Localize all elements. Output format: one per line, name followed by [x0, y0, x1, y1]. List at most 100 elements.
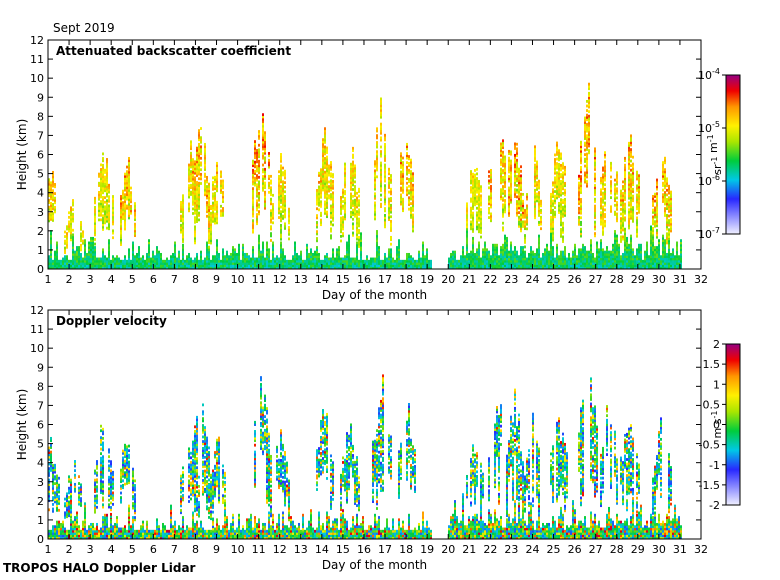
x-tick-label: 29	[631, 543, 645, 556]
x-tick-label: 28	[610, 273, 624, 286]
y-axis-label: Height (km)	[15, 389, 29, 460]
x-tick-label: 10	[231, 543, 245, 556]
x-tick-label: 17	[378, 543, 392, 556]
x-tick-label: 14	[315, 273, 329, 286]
x-tick-label: 4	[108, 273, 115, 286]
x-tick-label: 18	[399, 543, 413, 556]
panel-doppler-velocity: 1 2 3 4 5 6 7 8 9 10 11 12 13 14 15 16 17 18 19 20 21 22 23 24 2…	[15, 304, 741, 572]
colorbar-tick-label: 1	[713, 378, 720, 391]
x-tick-label: 19	[420, 273, 434, 286]
x-axis-label: Day of the month	[322, 288, 427, 302]
x-tick-label: 19	[420, 543, 434, 556]
x-tick-label: 26	[568, 543, 582, 556]
x-tick-label: 8	[192, 543, 199, 556]
colorbar-tick-label: 10-4	[698, 67, 720, 82]
y-tick-label: 7	[37, 129, 44, 142]
y-tick-label: 8	[37, 110, 44, 123]
x-tick-label: 9	[213, 273, 220, 286]
x-tick-label: 18	[399, 273, 413, 286]
plot-area	[48, 310, 701, 539]
colorbar-unit-label: sr-1 m-1	[706, 134, 724, 174]
x-tick-label: 28	[610, 543, 624, 556]
y-tick-label: 3	[37, 206, 44, 219]
x-tick-label: 13	[294, 543, 308, 556]
y-tick-label: 5	[37, 168, 44, 181]
x-tick-label: 4	[108, 543, 115, 556]
y-tick-label: 12	[30, 304, 44, 317]
x-tick-label: 2	[66, 273, 73, 286]
x-tick-label: 22	[483, 543, 497, 556]
x-tick-label: 32	[694, 543, 708, 556]
x-tick-label: 10	[231, 273, 245, 286]
y-tick-label: 1	[37, 514, 44, 527]
y-tick-label: 10	[30, 72, 44, 85]
y-tick-label: 9	[37, 91, 44, 104]
colorbar: 2 1.5 1 0.5 0 -0.5 -1 -1.5 -2 m s-1	[699, 338, 741, 512]
x-tick-label: 7	[171, 543, 178, 556]
x-axis: 1 2 3 4 5 6 7 8 9 10 11 12 13 14 15 16 17 18 19 20 21 22 23 24 2…	[45, 310, 708, 572]
x-tick-label: 23	[504, 273, 518, 286]
x-tick-label: 27	[589, 273, 603, 286]
x-tick-label: 31	[673, 273, 687, 286]
x-tick-label: 22	[483, 273, 497, 286]
colorbar-tick-label: -2	[709, 499, 720, 512]
colorbar-tick-label: 1.5	[703, 358, 721, 371]
colorbar-tick-label: -1.5	[699, 479, 720, 492]
colorbar-tick-label: -1	[709, 459, 720, 472]
colorbar-tick-label: 10-5	[698, 120, 720, 135]
x-tick-label: 25	[547, 543, 561, 556]
x-tick-label: 32	[694, 273, 708, 286]
y-tick-label: 5	[37, 438, 44, 451]
data-field	[48, 82, 682, 270]
colorbar-tick-label: 10-6	[698, 173, 720, 188]
x-tick-label: 23	[504, 543, 518, 556]
x-tick-label: 30	[652, 543, 666, 556]
panel-title: Doppler velocity	[56, 314, 167, 328]
x-tick-label: 25	[547, 273, 561, 286]
y-tick-label: 3	[37, 476, 44, 489]
y-tick-label: 7	[37, 399, 44, 412]
colorbar-scale	[725, 343, 741, 506]
x-tick-label: 21	[462, 273, 476, 286]
x-tick-label: 30	[652, 273, 666, 286]
x-tick-label: 2	[66, 543, 73, 556]
colorbar-tick-label: 0	[713, 419, 720, 432]
y-tick-label: 6	[37, 149, 44, 162]
x-axis: 1 2 3 4 5 6 7 8 9 10 11 12 13 14 15 16 17 18 19 20 21 22 23 24 2…	[45, 40, 708, 302]
x-tick-label: 7	[171, 273, 178, 286]
x-tick-label: 31	[673, 543, 687, 556]
x-tick-label: 26	[568, 273, 582, 286]
x-tick-label: 11	[252, 543, 266, 556]
x-tick-label: 20	[441, 273, 455, 286]
x-tick-label: 5	[129, 543, 136, 556]
x-tick-label: 20	[441, 543, 455, 556]
x-tick-label: 12	[273, 273, 287, 286]
x-tick-label: 15	[336, 273, 350, 286]
y-tick-label: 1	[37, 244, 44, 257]
y-tick-label: 6	[37, 419, 44, 432]
y-tick-label: 11	[30, 53, 44, 66]
y-tick-label: 4	[37, 187, 44, 200]
y-tick-label: 12	[30, 34, 44, 47]
x-tick-label: 16	[357, 543, 371, 556]
colorbar-tick-label: 10-7	[698, 226, 720, 241]
x-axis-label: Day of the month	[322, 558, 427, 572]
x-tick-label: 12	[273, 543, 287, 556]
y-tick-label: 4	[37, 457, 44, 470]
y-tick-label: 10	[30, 342, 44, 355]
x-tick-label: 1	[45, 273, 52, 286]
x-tick-label: 21	[462, 543, 476, 556]
colorbar-tick-label: 0.5	[703, 398, 721, 411]
x-tick-label: 15	[336, 543, 350, 556]
x-tick-label: 5	[129, 273, 136, 286]
x-tick-label: 17	[378, 273, 392, 286]
x-tick-label: 13	[294, 273, 308, 286]
y-tick-label: 9	[37, 361, 44, 374]
period-label: Sept 2019	[53, 21, 115, 35]
x-tick-label: 24	[525, 543, 539, 556]
x-tick-label: 6	[150, 543, 157, 556]
colorbar-scale	[725, 74, 741, 235]
instrument-label: TROPOS HALO Doppler Lidar	[3, 561, 196, 575]
